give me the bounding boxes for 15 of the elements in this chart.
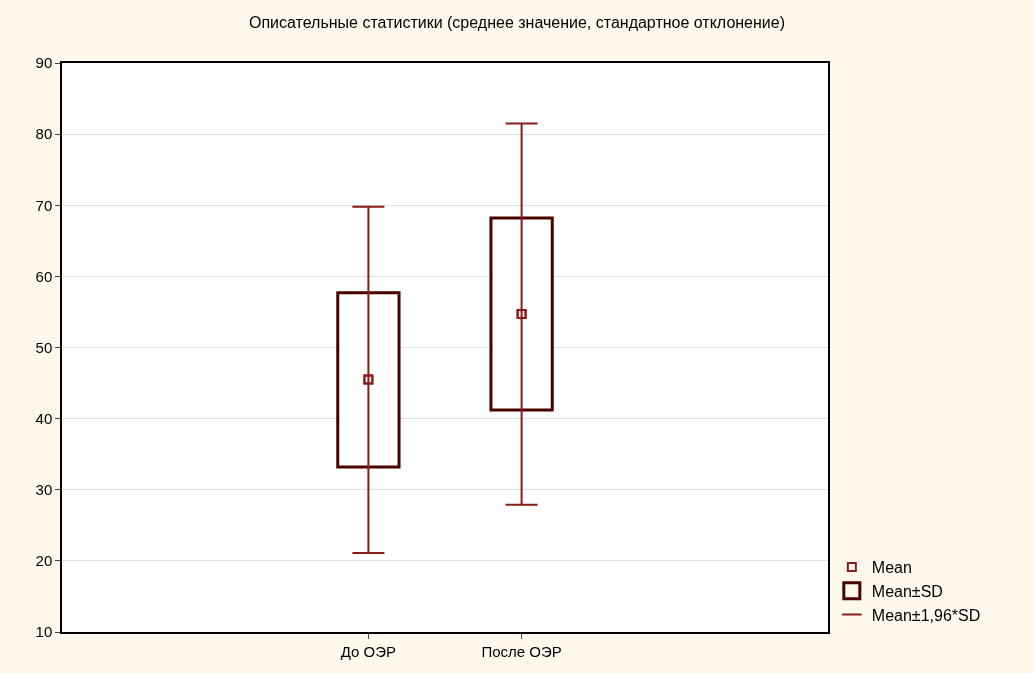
legend-label: Mean±SD — [871, 582, 943, 600]
y-tick-label: 90 — [35, 54, 53, 72]
y-tick-label: 30 — [35, 481, 53, 498]
x-tick-label: После ОЭР — [481, 642, 562, 660]
y-tick-label: 20 — [35, 552, 53, 570]
y-tick-label: 10 — [35, 623, 53, 641]
legend-label: Mean — [871, 559, 912, 577]
y-tick-label: 40 — [35, 409, 53, 427]
legend-label: Mean±1,96*SD — [871, 606, 981, 624]
chart-title: Описательные статистики (среднее значение, стандартное отклонение) — [248, 14, 786, 32]
x-tick-label: До ОЭР — [340, 642, 397, 660]
y-tick-label: 70 — [35, 196, 53, 214]
y-tick-label: 80 — [35, 125, 53, 143]
y-tick-label: 50 — [35, 338, 53, 356]
y-tick-label: 60 — [35, 267, 53, 285]
